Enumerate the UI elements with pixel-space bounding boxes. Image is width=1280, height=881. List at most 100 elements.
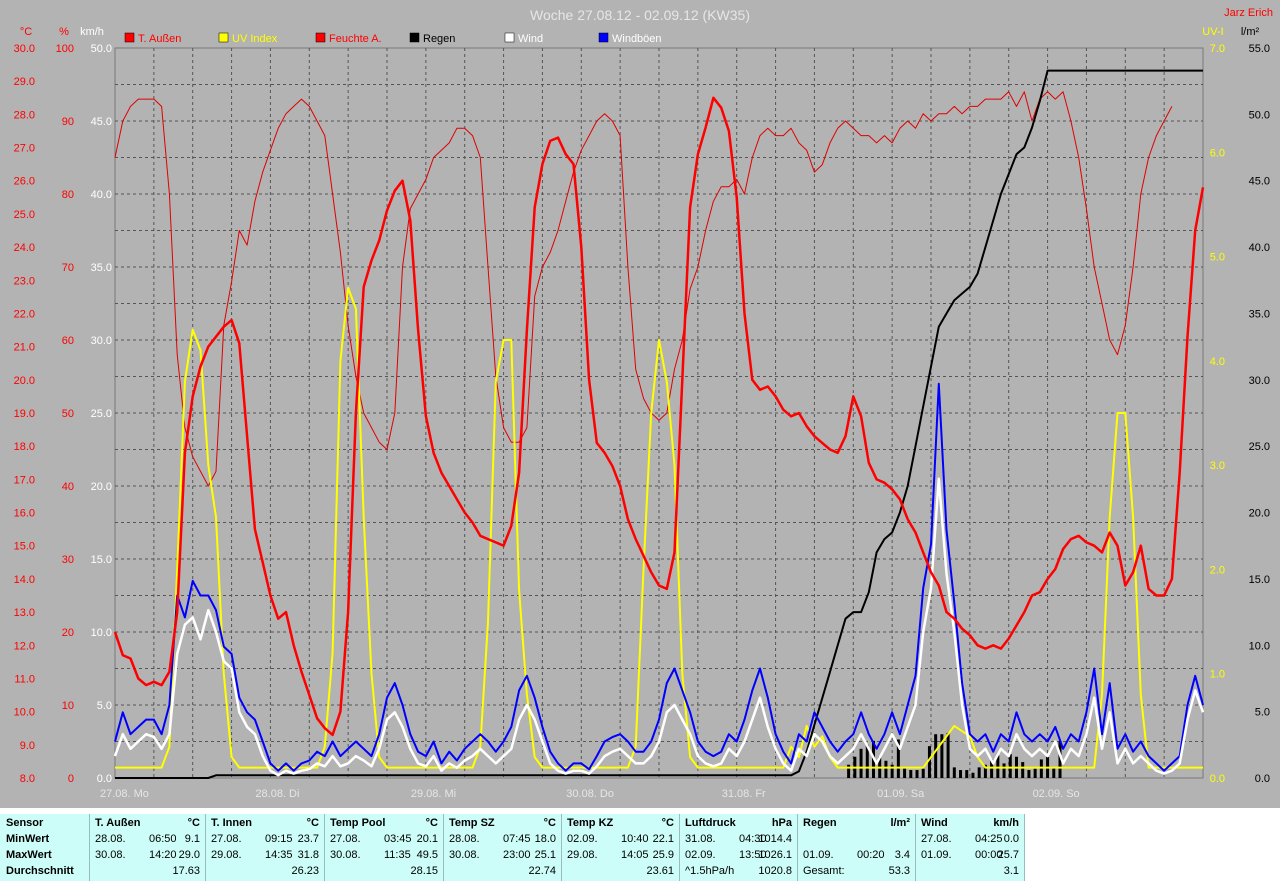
stats-row-label: MinWert [6,833,50,845]
rain-tick-label: 10.0 [1249,640,1270,652]
series-line-feuchte-a- [114,91,1173,487]
temp-tick-label: 24.0 [14,242,35,254]
temp-tick-label: 21.0 [14,342,35,354]
rain-bar [1058,740,1062,778]
temp-tick-label: 14.0 [14,574,35,586]
rain-bar [965,770,969,778]
rain-tick-label: 40.0 [1249,242,1270,254]
stats-date: ^1.5hPa/h [685,865,735,877]
stats-header: Temp KZ [567,817,614,829]
stats-column [325,814,444,881]
humidity-tick-label: 50 [62,408,74,420]
stats-value: 25.7 [997,849,1019,861]
chart-title: Woche 27.08.12 - 02.09.12 (KW35) [530,7,750,23]
humidity-tick-label: 20 [62,627,74,639]
rain-bar [927,746,931,778]
temp-tick-label: 18.0 [14,441,35,453]
legend-swatch [124,32,135,43]
stats-date: Gesamt: [803,865,845,877]
chart-area: Woche 27.08.12 - 02.09.12 (KW35) Jarz Eri… [0,0,1280,808]
stats-unit: °C [661,817,674,829]
uv-tick-label: 5.0 [1210,252,1225,264]
rain-bar [890,764,894,778]
stats-date: 27.08. [211,833,242,845]
stats-value: 23.61 [646,865,674,877]
temp-tick-label: 19.0 [14,408,35,420]
day-label: 30.08. Do [566,788,614,800]
stats-date: 27.08. [330,833,361,845]
stats-date: 30.08. [330,849,361,861]
stats-date: 28.08. [95,833,126,845]
rain-bar [934,734,938,778]
stats-column [916,814,1025,881]
stats-value: 0.0 [1003,833,1019,845]
stats-date: 28.08. [449,833,480,845]
legend-swatch [218,32,229,43]
temp-tick-label: 13.0 [14,607,35,619]
wind-tick-label: 30.0 [91,335,112,347]
stats-column [798,814,916,881]
stats-value: 22.1 [652,833,674,845]
stats-value: 25.9 [652,849,674,861]
uv-unit-label: UV-I [1202,26,1223,38]
humidity-tick-label: 70 [62,262,74,274]
series-line-uv-index [115,286,1203,769]
temp-tick-label: 26.0 [14,176,35,188]
humidity-tick-label: 100 [56,43,74,55]
legend-label: Feuchte A. [329,33,382,45]
rain-tick-label: 50.0 [1249,109,1270,121]
stats-header: Sensor [6,817,44,829]
legend-label: T. Außen [138,33,181,45]
stats-time: 00:20 [857,849,885,861]
stats-time: 14:20 [149,849,177,861]
temp-unit-label: °C [20,26,32,38]
weather-chart: Woche 27.08.12 - 02.09.12 (KW35) Jarz Eri… [14,7,1273,800]
legend-swatch [315,32,326,43]
temp-tick-label: 15.0 [14,541,35,553]
stats-value: 25.1 [534,849,556,861]
humidity-tick-label: 80 [62,189,74,201]
legend-label: Windböen [612,33,662,45]
legend-swatch [598,32,609,43]
series-line-t-au-en [113,96,1205,737]
day-label: 01.09. Sa [877,788,925,800]
rain-bar [990,759,994,778]
rain-bar [1052,767,1056,778]
rain-bar [1027,770,1031,778]
stats-time: 14:35 [265,849,293,861]
stats-time: 10:40 [621,833,649,845]
stats-value: 26.23 [291,865,319,877]
temp-tick-label: 23.0 [14,275,35,287]
stats-date: 31.08. [685,833,716,845]
stats-column [680,814,798,881]
wind-tick-label: 20.0 [91,481,112,493]
stats-date: 01.09. [921,849,952,861]
rain-bar [859,748,863,778]
stats-time: 09:15 [265,833,293,845]
stats-value: 3.1 [1003,865,1019,877]
stats-header: Luftdruck [685,817,736,829]
rain-bar [1008,754,1012,778]
stats-value: 29.0 [178,849,200,861]
author-label: Jarz Erich [1224,7,1273,19]
stats-unit: °C [425,817,438,829]
wind-tick-label: 50.0 [91,43,112,55]
rain-bar [909,770,913,778]
stats-unit: °C [306,817,319,829]
stats-row-label: Durchschnitt [6,865,74,877]
stats-column [444,814,562,881]
rain-bar [1039,759,1043,778]
stats-date: 29.08. [211,849,242,861]
wind-tick-label: 0.0 [97,773,112,785]
wind-tick-label: 45.0 [91,116,112,128]
stats-table: Sensor MinWert MaxWert Durchschnitt T. Außen… [0,808,1280,881]
rain-bar [847,764,851,778]
wind-unit-label: km/h [80,26,104,38]
stats-row-label: MaxWert [6,849,52,861]
stats-header: Temp SZ [449,817,495,829]
legend-label: Regen [423,33,455,45]
rain-bar [971,772,975,778]
rain-tick-label: 55.0 [1249,43,1270,55]
stats-date: 02.09. [567,833,598,845]
rain-tick-label: 35.0 [1249,308,1270,320]
